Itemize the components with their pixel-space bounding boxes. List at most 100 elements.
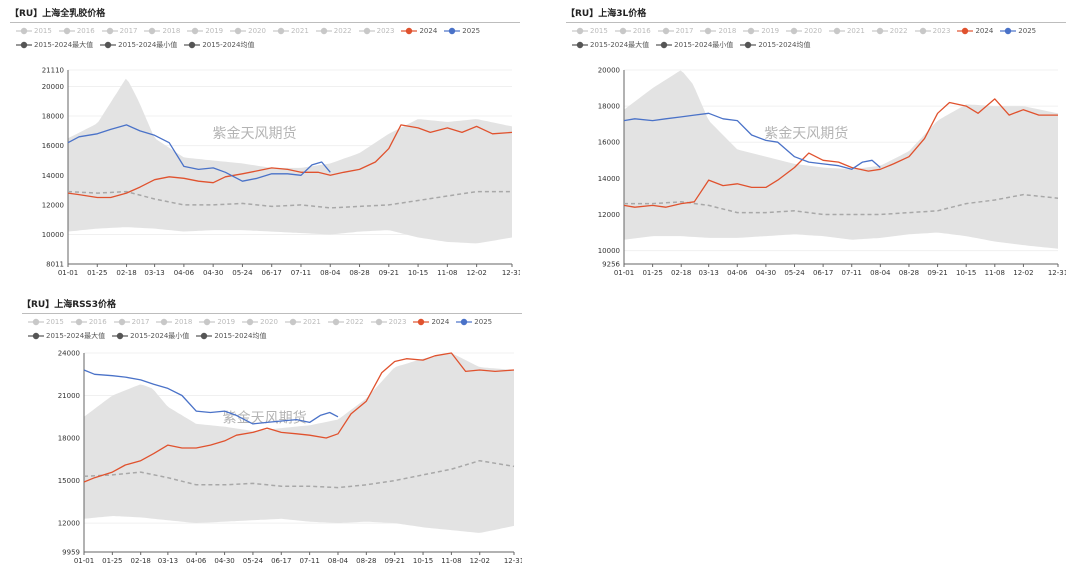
legend-item-min[interactable]: 2015-2024最小值 bbox=[656, 38, 733, 52]
legend-item-2015[interactable]: 2015 bbox=[16, 24, 52, 38]
legend-item-2020[interactable]: 2020 bbox=[230, 24, 266, 38]
legend-label: 2015 bbox=[34, 27, 52, 35]
x-tick-label: 06-17 bbox=[262, 269, 282, 277]
legend-item-2019[interactable]: 2019 bbox=[199, 315, 235, 329]
legend-item-2020[interactable]: 2020 bbox=[786, 24, 822, 38]
x-tick-label: 04-06 bbox=[186, 557, 207, 565]
legend-item-2021[interactable]: 2021 bbox=[284, 315, 321, 329]
legend-item-mean[interactable]: 2015-2024均值 bbox=[196, 329, 266, 343]
legend-label: 2022 bbox=[345, 318, 364, 326]
legend-item-2022[interactable]: 2022 bbox=[871, 24, 908, 38]
legend-item-2019[interactable]: 2019 bbox=[187, 24, 223, 38]
legend-label: 2019 bbox=[205, 27, 224, 35]
legend-label: 2016 bbox=[88, 318, 107, 326]
x-tick-label: 11-08 bbox=[985, 269, 1005, 277]
legend-item-2019[interactable]: 2019 bbox=[743, 24, 779, 38]
legend-label: 2025 bbox=[474, 318, 493, 326]
legend-item-2018[interactable]: 2018 bbox=[144, 24, 180, 38]
y-tick-label: 21110 bbox=[42, 67, 64, 75]
x-tick-label: 12-02 bbox=[1013, 269, 1033, 277]
watermark: 紫金天风期货 bbox=[764, 125, 848, 142]
legend-item-2020[interactable]: 2020 bbox=[242, 315, 278, 329]
x-tick-label: 01-25 bbox=[102, 557, 122, 565]
legend-item-2025[interactable]: 2025 bbox=[1000, 24, 1036, 38]
legend-item-min[interactable]: 2015-2024最小值 bbox=[100, 38, 177, 52]
x-tick-label: 08-28 bbox=[349, 269, 369, 277]
legend-item-mean[interactable]: 2015-2024均值 bbox=[184, 38, 254, 52]
legend: 2015 2016 2017 2018 2019 2020 2021 2022 2023 2024… bbox=[16, 24, 487, 52]
legend-item-2017[interactable]: 2017 bbox=[657, 24, 693, 38]
y-tick-label: 9256 bbox=[602, 261, 620, 269]
legend-item-2022[interactable]: 2022 bbox=[327, 315, 364, 329]
legend-label: 2016 bbox=[632, 27, 651, 35]
x-tick-label: 05-24 bbox=[784, 269, 805, 277]
legend-item-2015[interactable]: 2015 bbox=[28, 315, 64, 329]
title-divider bbox=[566, 22, 1066, 23]
legend-label: 2015-2024最大值 bbox=[34, 41, 94, 49]
legend-item-mean[interactable]: 2015-2024均值 bbox=[740, 38, 810, 52]
chart-panel-latex: 【RU】上海全乳胶价格 2015 2016 2017 2018 2019 2020 2021… bbox=[10, 6, 520, 286]
legend-item-2023[interactable]: 2023 bbox=[358, 24, 394, 38]
x-tick-label: 09-21 bbox=[927, 269, 947, 277]
x-tick-label: 04-30 bbox=[203, 269, 223, 277]
x-tick-label: 03-13 bbox=[698, 269, 718, 277]
legend-item-2018[interactable]: 2018 bbox=[700, 24, 736, 38]
legend-item-2023[interactable]: 2023 bbox=[914, 24, 950, 38]
legend-label: 2015-2024最大值 bbox=[590, 41, 650, 49]
legend-item-2021[interactable]: 2021 bbox=[828, 24, 865, 38]
legend-label: 2017 bbox=[131, 318, 150, 326]
legend-item-2024[interactable]: 2024 bbox=[401, 24, 437, 38]
chart-title: 【RU】上海3L价格 bbox=[566, 9, 647, 19]
x-tick-label: 06-17 bbox=[813, 269, 833, 277]
legend-item-2017[interactable]: 2017 bbox=[101, 24, 137, 38]
legend-item-max[interactable]: 2015-2024最大值 bbox=[572, 38, 649, 52]
legend-item-2021[interactable]: 2021 bbox=[272, 24, 309, 38]
y-tick-label: 24000 bbox=[58, 350, 80, 358]
legend-label: 2020 bbox=[804, 27, 822, 35]
max-min-band bbox=[68, 78, 512, 244]
x-tick-label: 01-01 bbox=[614, 269, 634, 277]
legend-item-2025[interactable]: 2025 bbox=[456, 315, 492, 329]
legend-item-min[interactable]: 2015-2024最小值 bbox=[112, 329, 189, 343]
legend-label: 2015-2024均值 bbox=[758, 41, 811, 49]
y-tick-label: 15000 bbox=[58, 477, 80, 485]
legend-label: 2015-2024最小值 bbox=[674, 41, 734, 49]
chart-title: 【RU】上海全乳胶价格 bbox=[10, 9, 106, 19]
legend: 2015 2016 2017 2018 2019 2020 2021 2022 2023 2024… bbox=[28, 315, 499, 343]
legend-label: 2015 bbox=[46, 318, 64, 326]
legend-item-max[interactable]: 2015-2024最大值 bbox=[16, 38, 93, 52]
legend-label: 2025 bbox=[1018, 27, 1037, 35]
x-tick-label: 11-08 bbox=[437, 269, 457, 277]
legend-item-2016[interactable]: 2016 bbox=[70, 315, 107, 329]
legend-item-2023[interactable]: 2023 bbox=[370, 315, 406, 329]
legend-item-2015[interactable]: 2015 bbox=[572, 24, 608, 38]
legend-item-2024[interactable]: 2024 bbox=[413, 315, 449, 329]
legend-label: 2015-2024最小值 bbox=[118, 41, 178, 49]
series-line-2025 bbox=[623, 112, 881, 170]
series-line-mean bbox=[624, 193, 1059, 216]
legend-item-2016[interactable]: 2016 bbox=[614, 24, 651, 38]
legend-label: 2020 bbox=[260, 318, 278, 326]
chart-panel-rss3: 【RU】上海RSS3价格 2015 2016 2017 2018 2019 2020 202… bbox=[22, 297, 522, 575]
legend-label: 2018 bbox=[718, 27, 737, 35]
legend-item-2025[interactable]: 2025 bbox=[444, 24, 480, 38]
x-tick-label: 05-24 bbox=[243, 557, 264, 565]
legend-item-max[interactable]: 2015-2024最大值 bbox=[28, 329, 105, 343]
x-tick-label: 03-13 bbox=[144, 269, 164, 277]
y-tick-label: 20000 bbox=[42, 83, 64, 91]
x-tick-label: 10-15 bbox=[413, 557, 433, 565]
legend-item-2017[interactable]: 2017 bbox=[113, 315, 150, 329]
legend-label: 2015-2024最大值 bbox=[46, 332, 106, 340]
legend: 2015 2016 2017 2018 2019 2020 2021 2022 2023 2024… bbox=[572, 24, 1043, 52]
plot-area: 9959 12000 15000 18000 21000 24000 01-01 01-25 0… bbox=[58, 350, 522, 566]
legend-item-2018[interactable]: 2018 bbox=[156, 315, 192, 329]
legend-label: 2020 bbox=[248, 27, 266, 35]
legend-item-2024[interactable]: 2024 bbox=[957, 24, 993, 38]
x-tick-label: 10-15 bbox=[408, 269, 428, 277]
legend-item-2022[interactable]: 2022 bbox=[315, 24, 352, 38]
x-tick-label: 08-28 bbox=[356, 557, 376, 565]
x-tick-label: 07-11 bbox=[842, 269, 862, 277]
x-tick-label: 01-01 bbox=[58, 269, 78, 277]
legend-item-2016[interactable]: 2016 bbox=[58, 24, 95, 38]
x-tick-label: 04-30 bbox=[214, 557, 234, 565]
